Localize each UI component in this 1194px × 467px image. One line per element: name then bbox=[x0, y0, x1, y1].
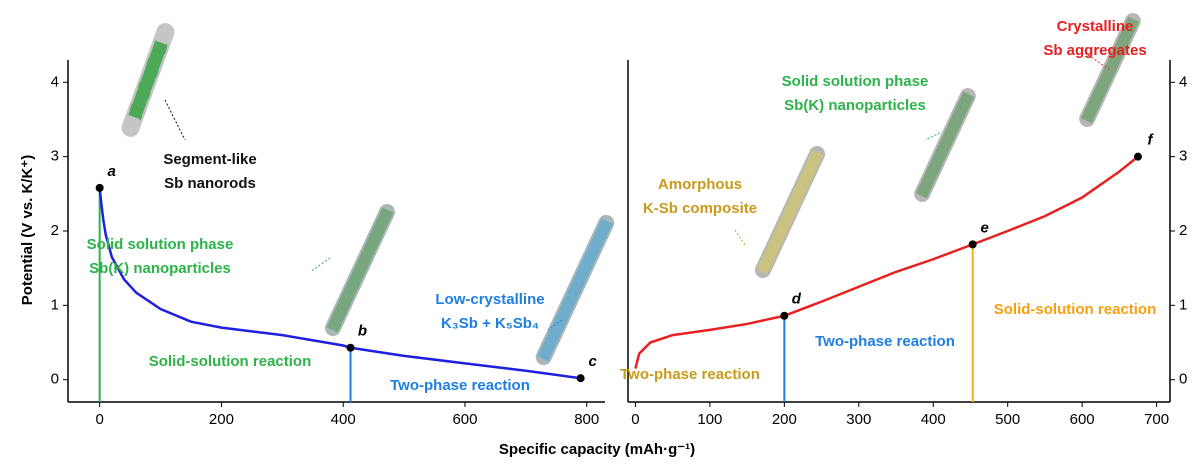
x-tick-label: 0 bbox=[631, 411, 639, 428]
x-tick-label: 0 bbox=[95, 411, 103, 428]
point bbox=[780, 312, 788, 320]
y-tick-label: 2 bbox=[1179, 222, 1187, 239]
point-label: f bbox=[1147, 132, 1154, 149]
annotation: Solid-solution reaction bbox=[994, 301, 1157, 318]
nanorod bbox=[128, 40, 169, 120]
point-label: a bbox=[107, 163, 115, 180]
y-tick-label: 3 bbox=[51, 148, 59, 165]
annotation: Two-phase reaction bbox=[390, 377, 530, 394]
x-tick-label: 200 bbox=[772, 411, 797, 428]
x-axis-label: Specific capacity (mAh·g⁻¹) bbox=[499, 441, 695, 458]
y-tick-label: 3 bbox=[1179, 148, 1187, 165]
annotation: Sb aggregates bbox=[1043, 42, 1146, 59]
annotation-pointer bbox=[310, 258, 330, 272]
point bbox=[96, 184, 104, 192]
point-label: b bbox=[358, 323, 367, 340]
nanorod bbox=[537, 219, 612, 362]
annotation: Low-crystalline bbox=[435, 291, 544, 308]
nanorod bbox=[757, 150, 824, 275]
x-tick-label: 500 bbox=[995, 411, 1020, 428]
point bbox=[347, 344, 355, 352]
y-tick-label: 1 bbox=[51, 296, 59, 313]
annotation: Segment-like bbox=[163, 151, 256, 168]
y-tick-label: 2 bbox=[51, 222, 59, 239]
x-tick-label: 400 bbox=[331, 411, 356, 428]
annotation-pointer bbox=[165, 100, 185, 140]
x-tick-label: 300 bbox=[846, 411, 871, 428]
y-tick-label: 4 bbox=[51, 73, 59, 90]
nanorod bbox=[327, 208, 394, 333]
annotation: K-Sb composite bbox=[643, 200, 757, 217]
annotation: Sb nanorods bbox=[164, 175, 256, 192]
point bbox=[969, 240, 977, 248]
annotation: Amorphous bbox=[658, 176, 742, 193]
y-tick-label: 4 bbox=[1179, 73, 1187, 90]
point-label: c bbox=[588, 353, 597, 370]
annotation: Sb(K) nanoparticles bbox=[784, 97, 926, 114]
y-tick-label: 1 bbox=[1179, 296, 1187, 313]
point bbox=[1134, 153, 1142, 161]
annotation: Solid-solution reaction bbox=[149, 353, 312, 370]
y-axis-label: Potential (V vs. K/K⁺) bbox=[19, 155, 36, 305]
curve bbox=[100, 188, 581, 378]
y-tick-label: 0 bbox=[1179, 371, 1187, 388]
point-label: e bbox=[981, 219, 989, 236]
annotation-pointer bbox=[925, 133, 940, 140]
x-tick-label: 700 bbox=[1144, 411, 1169, 428]
annotation-pointer bbox=[735, 230, 745, 245]
x-tick-label: 600 bbox=[1070, 411, 1095, 428]
annotation: Sb(K) nanoparticles bbox=[89, 260, 231, 277]
annotation: Crystalline bbox=[1057, 18, 1134, 35]
annotation: Two-phase reaction bbox=[620, 366, 760, 383]
point bbox=[577, 374, 585, 382]
annotation: K₃Sb + K₅Sb₄ bbox=[441, 315, 539, 332]
x-tick-label: 800 bbox=[574, 411, 599, 428]
annotation: Solid solution phase bbox=[782, 73, 929, 90]
x-tick-label: 200 bbox=[209, 411, 234, 428]
chart: Potential (V vs. K/K⁺) Specific capacity… bbox=[0, 0, 1194, 467]
x-tick-label: 100 bbox=[697, 411, 722, 428]
annotation: Solid solution phase bbox=[87, 236, 234, 253]
y-tick-label: 0 bbox=[51, 371, 59, 388]
annotation: Two-phase reaction bbox=[815, 333, 955, 350]
point-label: d bbox=[792, 291, 802, 308]
x-tick-label: 600 bbox=[452, 411, 477, 428]
nanorod-illustrations bbox=[119, 10, 1143, 367]
x-tick-label: 400 bbox=[921, 411, 946, 428]
